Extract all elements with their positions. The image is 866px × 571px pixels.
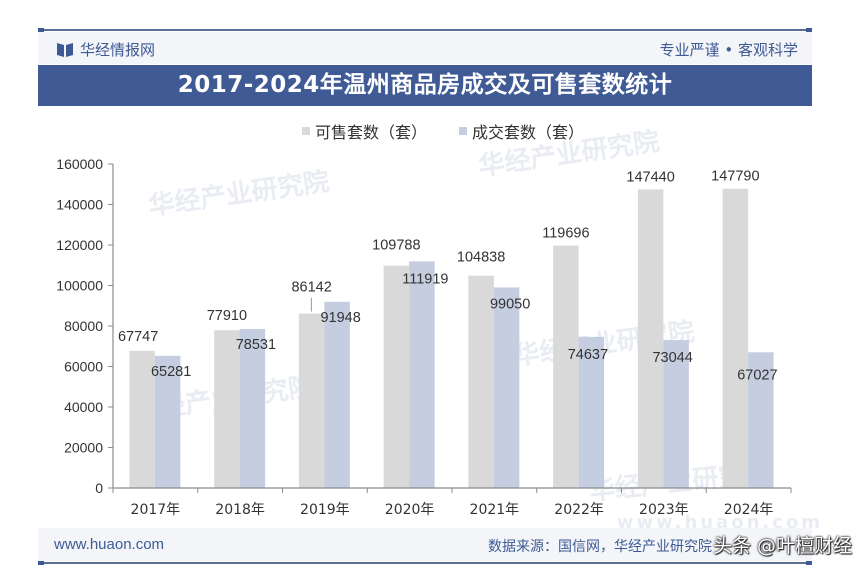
legend-item-available: 可售套数（套） <box>301 119 427 143</box>
value-label: 91948 <box>320 310 360 326</box>
motto: 专业严谨 • 客观科学 <box>659 41 798 59</box>
y-tick-label: 120000 <box>56 237 103 253</box>
bar <box>129 350 155 488</box>
bar <box>468 275 494 488</box>
y-tick-label: 60000 <box>64 359 103 375</box>
y-tick-label: 140000 <box>56 197 103 213</box>
bar <box>578 336 605 488</box>
value-label: 147440 <box>626 169 674 185</box>
value-label: 111919 <box>402 271 448 287</box>
bar <box>324 301 350 488</box>
y-axis: 0 20000 40000 60000 80000 100000 120000 140000 1… <box>56 156 114 496</box>
bar <box>663 340 689 488</box>
bar <box>493 287 520 488</box>
overlay-credit: 头条 @叶檀财经 <box>712 535 852 557</box>
value-label: 67747 <box>118 329 158 345</box>
bar <box>154 355 181 488</box>
legend-label: 可售套数（套） <box>314 123 427 142</box>
y-tick-label: 0 <box>95 480 103 496</box>
bar <box>637 189 664 488</box>
x-tick-label: 2018年 <box>215 502 265 518</box>
value-label: 74637 <box>568 347 608 363</box>
book-logo-icon <box>57 42 73 57</box>
bar <box>298 313 325 488</box>
footer-band: www.huaon.com 数据来源：国信网，华经产业研究院 <box>38 528 812 561</box>
bar <box>239 328 266 488</box>
x-tick-label: 2023年 <box>639 502 689 518</box>
legend-item-sold: 成交套数（套） <box>459 119 584 143</box>
chart-title: 2017-2024年温州商品房成交及可售套数统计 <box>38 65 812 106</box>
site-link[interactable]: www.huaon.com <box>54 536 165 553</box>
bottom-rule <box>38 561 812 565</box>
value-label: 109788 <box>372 238 420 254</box>
data-source: 数据来源：国信网，华经产业研究院 <box>488 539 712 555</box>
watermark-url: www.huaon.com <box>617 512 823 533</box>
x-tick-label: 2019年 <box>300 502 350 518</box>
brand[interactable]: 华经情报网 <box>56 39 155 60</box>
value-label: 86142 <box>291 280 331 296</box>
value-label: 73044 <box>652 350 692 366</box>
x-tick-label: 2022年 <box>554 502 604 518</box>
value-label: 147790 <box>711 169 759 185</box>
bar <box>553 245 579 488</box>
value-label: 99050 <box>490 296 530 312</box>
bars <box>129 188 774 488</box>
x-axis: 2017年 2018年 2019年 2020年 2021年 2022年 2023年 2024年… <box>112 487 823 533</box>
value-label: 67027 <box>737 367 777 383</box>
legend: 可售套数（套） 成交套数（套） <box>0 119 866 143</box>
value-labels: 67747 65281 77910 78531 86142 91948 109788 1119… <box>118 169 778 384</box>
x-tick-label: 2024年 <box>724 502 774 518</box>
y-tick-label: 160000 <box>56 156 103 172</box>
value-label: 104838 <box>457 250 505 266</box>
legend-swatch-sold <box>459 127 467 135</box>
legend-label: 成交套数（套） <box>472 123 585 142</box>
value-label: 78531 <box>236 337 276 353</box>
y-tick-label: 80000 <box>64 318 103 334</box>
top-rule <box>38 28 812 32</box>
x-tick-label: 2020年 <box>385 502 435 518</box>
x-tick-label: 2021年 <box>470 502 520 518</box>
bar <box>214 330 240 488</box>
bar <box>722 188 749 488</box>
y-tick-label: 40000 <box>64 399 103 415</box>
value-label: 77910 <box>207 308 247 324</box>
bar <box>409 261 435 488</box>
y-tick-label: 20000 <box>64 440 103 456</box>
header-band: 华经情报网 专业严谨 • 客观科学 <box>38 32 812 64</box>
value-label: 65281 <box>151 364 191 380</box>
y-tick-label: 100000 <box>56 278 103 294</box>
watermark-text: 华经产业研究院 <box>147 166 332 222</box>
bar <box>748 352 774 488</box>
bar <box>383 265 410 488</box>
brand-name: 华经情报网 <box>80 41 156 59</box>
value-label: 119696 <box>542 226 589 242</box>
legend-swatch-available <box>301 127 310 135</box>
x-tick-label: 2017年 <box>131 502 181 518</box>
